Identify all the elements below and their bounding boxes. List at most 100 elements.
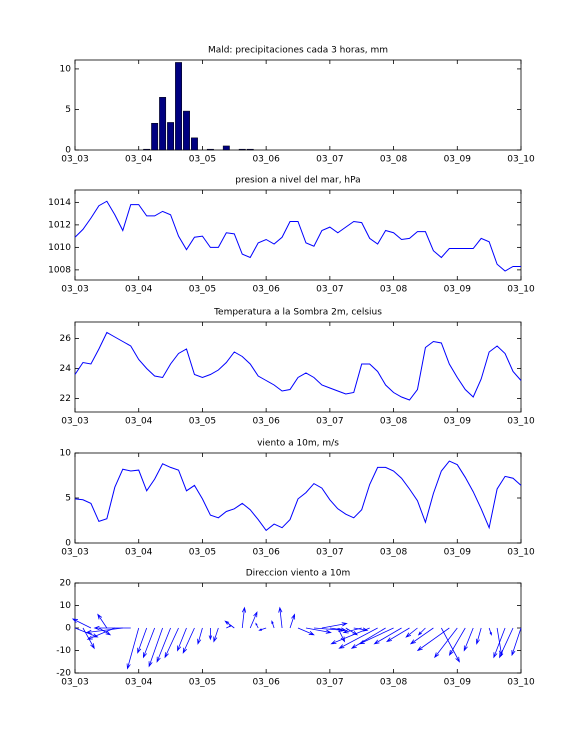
x-tick-label: 03_05 — [189, 285, 216, 295]
y-tick-label: 5 — [65, 494, 71, 504]
y-tick-label: 1012 — [48, 220, 71, 230]
bar — [143, 148, 151, 151]
x-tick-label: 03_10 — [507, 548, 535, 558]
x-tick-label: 03_08 — [380, 285, 408, 295]
x-tick-label: 03_06 — [252, 678, 280, 688]
x-tick-label: 03_07 — [316, 285, 343, 295]
x-tick-label: 03_05 — [189, 678, 216, 688]
x-tick-label: 03_04 — [125, 548, 153, 558]
line — [74, 200, 521, 272]
wind-arrow — [278, 606, 283, 629]
y-tick-label: 20 — [60, 579, 72, 589]
wind-arrow — [350, 627, 386, 649]
y-tick-label: 24 — [60, 364, 72, 374]
y-tick-label: 10 — [60, 64, 72, 74]
wind-arrow — [137, 627, 148, 654]
wind-arrow — [71, 618, 92, 629]
wind-arrow — [255, 622, 259, 629]
x-tick-label: 03_06 — [252, 285, 280, 295]
wind-arrow — [297, 627, 315, 636]
y-tick-label: 0 — [65, 624, 71, 634]
wind-arrow — [405, 627, 418, 638]
wind-arrow — [208, 628, 213, 641]
x-tick-label: 03_03 — [61, 678, 88, 688]
bar — [246, 148, 254, 151]
y-tick-label: 0 — [65, 146, 71, 156]
axes-box — [74, 189, 522, 281]
x-tick-label: 03_10 — [507, 678, 535, 688]
wind-arrow — [226, 625, 232, 629]
x-tick-label: 03_09 — [444, 548, 472, 558]
wind-arrow — [342, 627, 362, 634]
x-tick-label: 03_04 — [125, 417, 153, 427]
y-tick-label: 5 — [65, 105, 71, 115]
wind-arrow — [93, 625, 131, 631]
wind-arrow — [258, 627, 267, 631]
bar — [175, 62, 182, 151]
wind-arrow — [197, 627, 203, 645]
x-tick-label: 03_08 — [380, 155, 408, 165]
wind-arrow — [475, 627, 482, 645]
bar — [222, 145, 230, 151]
wind-arrow — [463, 627, 474, 652]
wind-arrow — [338, 627, 378, 649]
chart-title: Temperatura a la Sombra 2m, celsius — [213, 308, 382, 318]
wind-arrow — [417, 627, 426, 636]
x-tick-label: 03_03 — [61, 285, 88, 295]
wind-arrow — [330, 627, 370, 645]
y-tick-label: 0 — [65, 539, 71, 549]
x-tick-label: 03_09 — [444, 678, 472, 688]
wind-arrow — [448, 627, 466, 657]
axes-box — [74, 452, 522, 544]
wind-arrow — [305, 627, 332, 634]
y-tick-label: 1008 — [48, 265, 71, 275]
axes-box — [74, 59, 522, 151]
y-tick-label: 10 — [60, 601, 72, 611]
x-tick-label: 03_08 — [380, 678, 408, 688]
wind-arrow — [499, 627, 514, 659]
x-tick-label: 03_10 — [507, 155, 535, 165]
x-tick-label: 03_03 — [61, 417, 88, 427]
wind-arrow — [164, 627, 179, 659]
wind-arrow — [493, 627, 506, 659]
bar — [151, 122, 159, 151]
y-tick-label: -10 — [56, 646, 71, 656]
x-tick-label: 03_09 — [444, 417, 472, 427]
wind-arrow — [148, 627, 163, 668]
x-tick-label: 03_05 — [189, 548, 216, 558]
x-tick-label: 03_06 — [252, 155, 280, 165]
x-tick-label: 03_07 — [316, 548, 343, 558]
wind-arrow — [241, 606, 247, 629]
wind-arrow — [85, 627, 123, 634]
y-tick-label: 10 — [60, 449, 72, 459]
x-tick-label: 03_09 — [444, 285, 472, 295]
wind-arrow — [385, 627, 410, 643]
bar — [238, 148, 246, 151]
bar — [206, 148, 214, 151]
wind-arrow — [441, 627, 460, 663]
x-tick-label: 03_06 — [252, 548, 280, 558]
wind-arrow — [156, 627, 171, 663]
y-tick-label: -20 — [56, 669, 71, 679]
wind-arrow — [434, 627, 458, 659]
line — [74, 331, 522, 401]
axes-box — [74, 321, 522, 413]
bar — [159, 97, 167, 151]
bar — [183, 110, 190, 151]
wind-arrow — [511, 627, 522, 657]
y-tick-label: 26 — [60, 334, 72, 344]
x-tick-label: 03_08 — [380, 417, 408, 427]
wind-arrow — [213, 627, 219, 643]
chart-title: Direccion viento a 10m — [246, 569, 351, 579]
x-tick-label: 03_06 — [252, 417, 280, 427]
wind-arrow — [321, 622, 348, 629]
wind-arrow — [271, 620, 275, 629]
line — [74, 460, 522, 532]
x-tick-label: 03_05 — [189, 417, 216, 427]
x-tick-label: 03_07 — [316, 155, 343, 165]
wind-arrow — [409, 627, 434, 645]
x-tick-label: 03_05 — [189, 155, 216, 165]
x-tick-label: 03_08 — [380, 548, 408, 558]
x-tick-label: 03_07 — [316, 678, 343, 688]
y-tick-label: 1010 — [48, 243, 71, 253]
